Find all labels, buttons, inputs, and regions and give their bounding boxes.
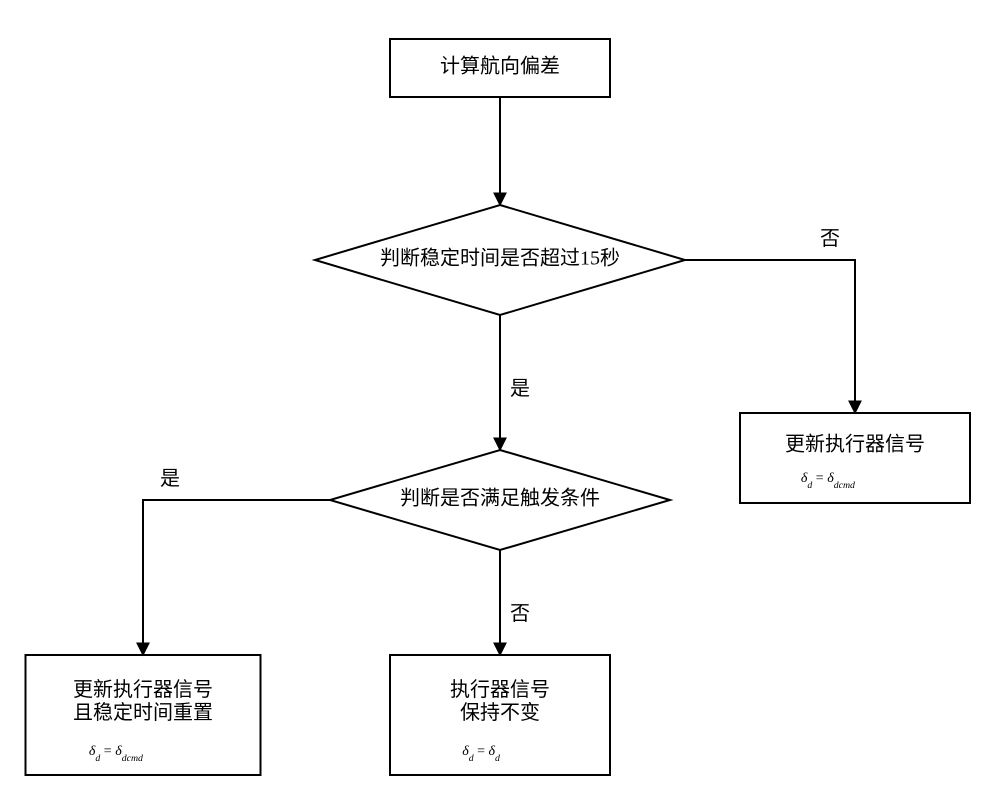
- node-text: 且稳定时间重置: [73, 701, 213, 724]
- node-n1: 计算航向偏差: [390, 39, 610, 97]
- node-n4: 更新执行器信号δd = δdcmd: [740, 413, 970, 503]
- edge-label: 是: [510, 378, 530, 400]
- node-n6: 更新执行器信号且稳定时间重置δd = δdcmd: [26, 655, 261, 775]
- node-text: 更新执行器信号: [785, 433, 925, 456]
- edge: [685, 260, 855, 413]
- node-text: 判断稳定时间是否超过15秒: [380, 247, 620, 270]
- node-text: 保持不变: [460, 701, 540, 724]
- node-text: 计算航向偏差: [440, 55, 560, 78]
- node-text: 执行器信号: [450, 678, 550, 701]
- node-text: 判断是否满足触发条件: [400, 487, 600, 510]
- node-text: 更新执行器信号: [73, 678, 213, 701]
- node-n2: 判断稳定时间是否超过15秒: [315, 205, 685, 315]
- node-n5: 执行器信号保持不变δd = δd: [390, 655, 610, 775]
- edge: [143, 500, 330, 655]
- edge-label: 否: [510, 603, 530, 625]
- node-n3: 判断是否满足触发条件: [330, 450, 670, 550]
- flowchart-canvas: 计算航向偏差判断稳定时间是否超过15秒判断是否满足触发条件 更新执行器信号δd =…: [0, 0, 1000, 810]
- edge-label: 是: [160, 468, 180, 490]
- edge-label: 否: [820, 228, 840, 250]
